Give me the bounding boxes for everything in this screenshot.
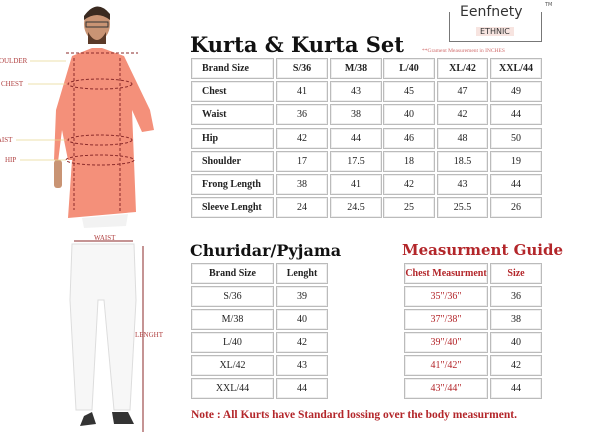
table-cell: 42	[383, 174, 435, 195]
pyjama-title: Churidar/Pyjama	[190, 241, 342, 260]
table-cell: 38	[490, 309, 542, 330]
table-cell: Sleeve Lenght	[191, 197, 274, 219]
table-header-cell: Lenght	[276, 263, 328, 284]
table-cell: XXL/44	[191, 378, 274, 399]
table-cell: 44	[330, 127, 382, 149]
pyjama-model	[69, 240, 144, 432]
measurement-unit-note: **Grament Measurement in INCHES	[422, 48, 505, 54]
table-cell: 25	[383, 197, 435, 219]
table-cell: 42	[490, 355, 542, 376]
table-cell: 43	[276, 355, 328, 376]
table-cell: 36	[490, 286, 542, 307]
table-header-cell: L/40	[383, 58, 435, 79]
table-cell: M/38	[191, 309, 274, 330]
table-cell: XL/42	[191, 355, 274, 376]
table-cell: 38	[330, 104, 382, 126]
table-header-cell: Size	[490, 263, 542, 284]
table-cell: 41	[276, 81, 328, 103]
table-cell: 44	[490, 174, 542, 195]
table-cell: 24	[276, 197, 328, 219]
table-cell: 18.5	[437, 150, 488, 172]
table-cell: 41	[330, 174, 382, 195]
brand-logo: Eenfnety ETHNIC	[449, 4, 542, 42]
hip-label: HIP	[5, 156, 17, 164]
table-cell: 44	[490, 378, 542, 399]
table-cell: 36	[276, 104, 328, 126]
table-cell: 37"/38"	[404, 309, 488, 330]
model-figure	[16, 6, 154, 432]
table-cell: 38	[276, 174, 328, 195]
shoulder-label: SHOULDER	[0, 57, 28, 65]
waist-label: WAIST	[0, 136, 13, 144]
table-cell: Hip	[191, 127, 274, 149]
table-cell: 43"/44"	[404, 378, 488, 399]
table-cell: 25.5	[437, 197, 488, 219]
table-cell: L/40	[191, 332, 274, 353]
table-cell: S/36	[191, 286, 274, 307]
table-cell: 48	[437, 127, 488, 149]
table-cell: 44	[490, 104, 542, 126]
kurta-title: Kurta & Kurta Set	[190, 32, 404, 57]
table-header-cell: M/38	[330, 58, 382, 79]
table-cell: 17.5	[330, 150, 382, 172]
table-cell: 40	[383, 104, 435, 126]
table-cell: 45	[383, 81, 435, 103]
table-cell: 46	[383, 127, 435, 149]
table-cell: 40	[276, 309, 328, 330]
table-cell: 40	[490, 332, 542, 353]
brand-name: Eenfnety	[458, 4, 525, 20]
table-cell: 43	[437, 174, 488, 195]
table-cell: 18	[383, 150, 435, 172]
table-header-cell: S/36	[276, 58, 328, 79]
table-cell: 42	[276, 332, 328, 353]
table-cell: 42	[276, 127, 328, 149]
table-cell: 39"/40"	[404, 332, 488, 353]
pyjama-waist-label: WAIST	[94, 234, 116, 242]
table-cell: 47	[437, 81, 488, 103]
length-label: LENGHT	[135, 331, 163, 339]
table-cell: 19	[490, 150, 542, 172]
trademark: TM	[545, 2, 553, 8]
table-header-cell: Brand Size	[191, 263, 274, 284]
table-header-cell: Chest Measurment	[404, 263, 488, 284]
table-cell: 44	[276, 378, 328, 399]
table-cell: 41"/42"	[404, 355, 488, 376]
table-cell: 24.5	[330, 197, 382, 219]
table-cell: 43	[330, 81, 382, 103]
table-cell: Chest	[191, 81, 274, 103]
table-cell: 17	[276, 150, 328, 172]
table-cell: Frong Length	[191, 174, 274, 195]
kurta-model	[16, 6, 154, 228]
table-header-cell: XXL/44	[490, 58, 542, 79]
guide-title: Measurment Guide	[402, 241, 564, 259]
table-header-cell: XL/42	[437, 58, 488, 79]
footer-note: Note : All Kurts have Standard lossing o…	[191, 409, 517, 421]
table-cell: Waist	[191, 104, 274, 126]
table-cell: Shoulder	[191, 150, 274, 172]
table-cell: 49	[490, 81, 542, 103]
table-cell: 26	[490, 197, 542, 219]
table-cell: 50	[490, 127, 542, 149]
table-cell: 35"/36"	[404, 286, 488, 307]
table-cell: 39	[276, 286, 328, 307]
table-header-cell: Brand Size	[191, 58, 274, 79]
table-cell: 42	[437, 104, 488, 126]
chest-label: CHEST	[1, 80, 24, 88]
brand-sub: ETHNIC	[476, 27, 514, 36]
